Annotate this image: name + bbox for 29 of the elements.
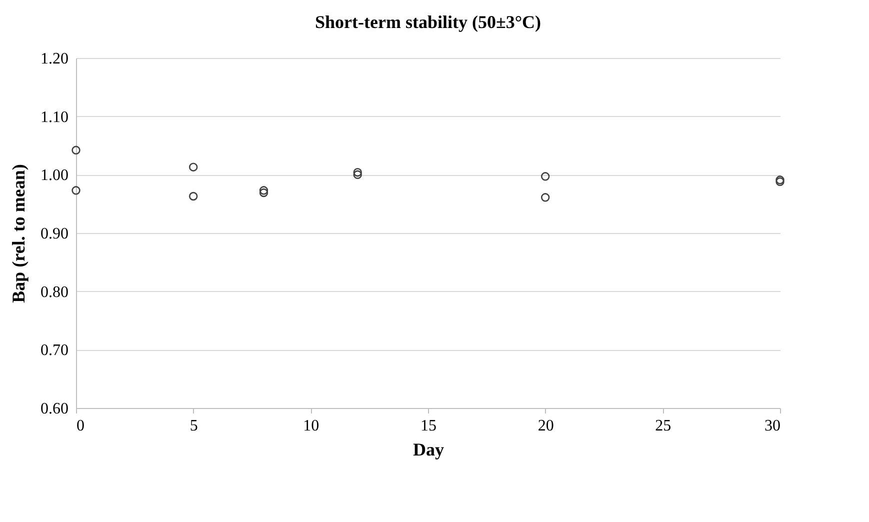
y-tick-label: 0.60	[40, 400, 68, 418]
point	[259, 186, 268, 195]
point	[540, 193, 550, 202]
x-tick-label: 30	[764, 418, 780, 434]
y-tick-label: 1.00	[40, 167, 68, 184]
x-tick-label: 25	[655, 418, 672, 434]
x-tick-label: 5	[190, 418, 198, 434]
y-tick-label: 1.20	[40, 50, 68, 68]
x-tick-label: 10	[303, 418, 320, 434]
y-tick-label: 0.80	[40, 284, 68, 301]
point	[72, 186, 80, 195]
point	[776, 177, 784, 186]
x-tick-label: 20	[538, 418, 554, 434]
y-tick-label: 1.10	[40, 108, 68, 126]
x-tick-label: 15	[420, 418, 436, 434]
chart-title: Short-term stability (50±3°C)	[314, 12, 542, 32]
point	[188, 162, 198, 172]
y-tick-label: 0.70	[40, 342, 68, 360]
point	[540, 172, 550, 181]
x-axis-title: Day	[413, 440, 444, 460]
point	[188, 192, 198, 201]
y-axis-title: Bap (rel. to mean)	[8, 164, 28, 303]
y-tick-label: 0.90	[40, 226, 68, 242]
point	[72, 146, 80, 155]
point	[259, 188, 268, 198]
x-tick-label: 0	[76, 418, 84, 434]
point	[353, 170, 362, 180]
point	[776, 176, 784, 184]
point	[353, 168, 362, 177]
